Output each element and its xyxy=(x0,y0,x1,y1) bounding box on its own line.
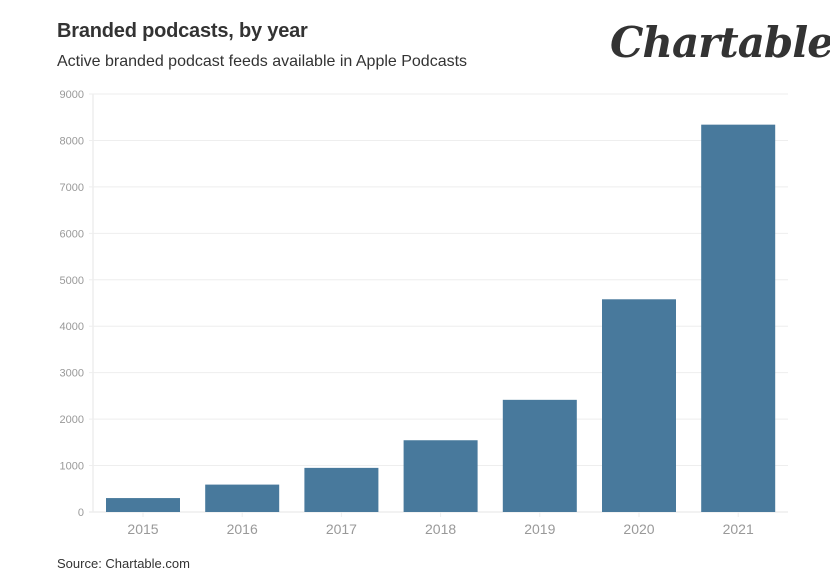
source-note: Source: Chartable.com xyxy=(57,556,190,571)
chart-subtitle: Active branded podcast feeds available i… xyxy=(57,53,468,70)
y-tick-label: 1000 xyxy=(60,461,84,473)
y-axis-ticks: 0 1000 2000 3000 4000 5000 6000 7000 8000 9000 xyxy=(60,89,84,519)
y-tick-label: 3000 xyxy=(60,368,84,380)
x-tick-label: 2016 xyxy=(227,521,258,537)
bar-2016 xyxy=(205,484,280,512)
chart-title: Branded podcasts, by year xyxy=(57,20,308,42)
bar-2020 xyxy=(602,299,676,512)
bar-2015 xyxy=(106,498,180,512)
bar-2018 xyxy=(403,440,478,512)
y-tick-label: 8000 xyxy=(60,135,84,147)
y-tick-label: 7000 xyxy=(60,182,84,194)
y-tick-label: 4000 xyxy=(60,321,84,333)
y-tick-label: 6000 xyxy=(60,228,84,240)
bar-2017 xyxy=(304,467,379,512)
chartable-logo: Chartable xyxy=(610,18,830,67)
x-tick-label: 2019 xyxy=(524,521,555,537)
y-tick-label: 0 xyxy=(78,507,84,519)
bar-2021 xyxy=(701,124,776,513)
x-tick-label: 2020 xyxy=(623,521,654,537)
bar-2019 xyxy=(502,399,577,512)
y-tick-label: 9000 xyxy=(60,89,84,101)
x-tick-label: 2015 xyxy=(127,521,158,537)
y-tick-label: 2000 xyxy=(60,414,84,426)
y-tick-label: 5000 xyxy=(60,275,84,287)
x-tick-label: 2021 xyxy=(723,521,754,537)
bars xyxy=(106,124,776,513)
x-tick-label: 2018 xyxy=(425,521,456,537)
x-tick-label: 2017 xyxy=(326,521,357,537)
x-axis-ticks: 2015 2016 2017 2018 2019 2020 2021 xyxy=(127,512,754,537)
